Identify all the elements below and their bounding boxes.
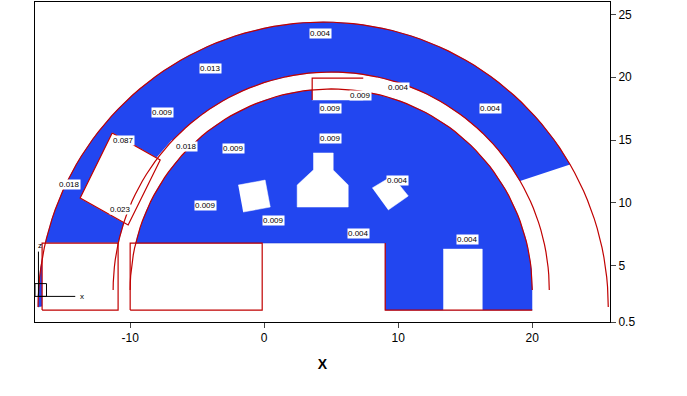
svg-text:X: X [318, 356, 328, 372]
svg-text:0: 0 [261, 331, 268, 345]
svg-text:10: 10 [392, 331, 406, 345]
svg-text:0.023: 0.023 [110, 205, 131, 214]
svg-text:0.009: 0.009 [195, 201, 216, 210]
svg-text:0.009: 0.009 [152, 108, 173, 117]
svg-text:0.018: 0.018 [59, 180, 80, 189]
svg-text:10: 10 [618, 196, 632, 210]
svg-text:0.004: 0.004 [348, 229, 369, 238]
svg-text:0.018: 0.018 [176, 142, 197, 151]
svg-text:20: 20 [618, 70, 632, 84]
svg-text:z: z [38, 241, 42, 250]
svg-text:0.004: 0.004 [387, 176, 408, 185]
svg-text:0.009: 0.009 [320, 134, 341, 143]
svg-text:0.087: 0.087 [113, 136, 134, 145]
svg-text:0.009: 0.009 [223, 144, 244, 153]
svg-text:20: 20 [526, 331, 540, 345]
svg-text:0.5: 0.5 [618, 315, 635, 329]
svg-text:0.004: 0.004 [457, 235, 478, 244]
svg-text:0.004: 0.004 [310, 29, 331, 38]
svg-text:0.009: 0.009 [350, 91, 371, 100]
svg-text:15: 15 [618, 133, 632, 147]
svg-text:x: x [80, 292, 84, 301]
svg-text:0.009: 0.009 [263, 216, 284, 225]
svg-text:0.013: 0.013 [200, 64, 221, 73]
svg-text:5: 5 [618, 259, 625, 273]
svg-text:0.004: 0.004 [480, 104, 501, 113]
svg-text:25: 25 [618, 8, 632, 22]
svg-text:0.004: 0.004 [388, 83, 409, 92]
svg-text:0.009: 0.009 [320, 104, 341, 113]
svg-text:-10: -10 [121, 331, 139, 345]
